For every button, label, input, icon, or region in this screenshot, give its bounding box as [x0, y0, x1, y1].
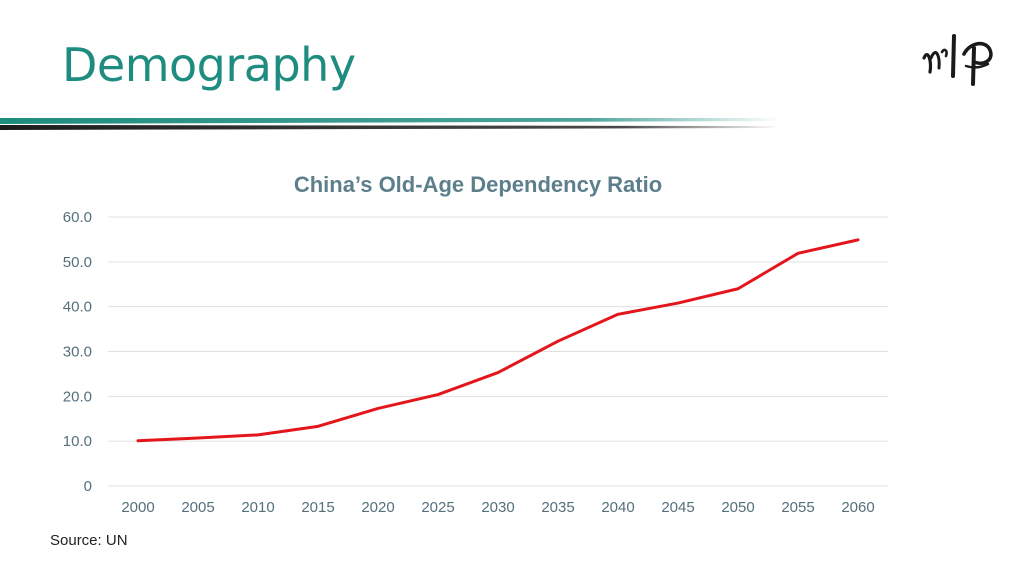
x-tick-label: 2020	[361, 499, 394, 516]
x-tick-label: 2050	[721, 499, 754, 516]
slide-title: Demography	[62, 38, 356, 92]
data-point	[616, 313, 620, 316]
x-tick-label: 2015	[301, 499, 334, 516]
data-point	[496, 371, 500, 374]
data-point	[136, 439, 140, 442]
y-tick-label: 40.0	[63, 299, 92, 316]
chart-title: China’s Old-Age Dependency Ratio	[294, 172, 662, 197]
data-point	[796, 252, 800, 255]
x-tick-label: 2055	[781, 499, 814, 516]
mp-calligraphy-logo-icon	[922, 34, 993, 86]
x-tick-label: 2010	[241, 499, 274, 516]
y-tick-label: 30.0	[63, 344, 92, 361]
x-tick-label: 2035	[541, 499, 574, 516]
data-point	[676, 301, 680, 305]
source-note: Source: UN	[50, 532, 128, 549]
x-tick-label: 2060	[841, 499, 874, 516]
y-tick-label: 60.0	[63, 209, 92, 226]
x-tick-label: 2045	[661, 499, 694, 516]
x-tick-label: 2000	[121, 499, 154, 516]
data-point	[196, 436, 200, 440]
data-point	[436, 393, 440, 396]
y-tick-label: 50.0	[63, 254, 92, 271]
data-point	[256, 433, 260, 437]
x-tick-label: 2005	[181, 499, 214, 516]
data-point	[556, 339, 560, 343]
series-line	[136, 238, 860, 443]
dependency-ratio-chart: China’s Old-Age Dependency Ratio 0 10.0 20…	[63, 172, 888, 516]
x-tick-label: 2040	[601, 499, 634, 516]
y-tick-label: 10.0	[63, 433, 92, 450]
y-tick-label: 20.0	[63, 388, 92, 405]
x-tick-label: 2025	[421, 499, 454, 516]
x-tick-label: 2030	[481, 499, 514, 516]
data-point	[376, 407, 380, 410]
data-point	[316, 425, 320, 428]
data-point	[856, 238, 860, 242]
data-point	[736, 287, 740, 290]
header-divider	[0, 118, 780, 130]
y-tick-label: 0	[84, 478, 92, 495]
